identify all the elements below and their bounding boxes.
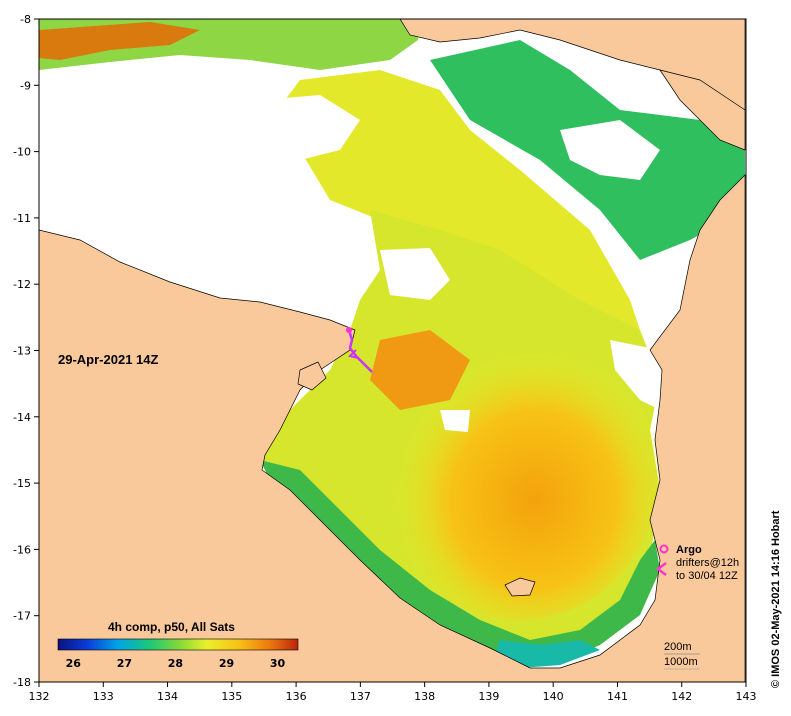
argo-float-marker (346, 327, 352, 333)
lon-tick-label: 142 (671, 690, 692, 703)
lat-tick-label: -11 (13, 212, 31, 225)
drifter-track (346, 327, 373, 373)
lon-tick-label: 136 (286, 690, 307, 703)
sst-north-warm (39, 22, 200, 60)
lon-tick-label: 139 (478, 690, 499, 703)
lat-tick-label: -14 (13, 411, 31, 424)
lat-tick-label: -15 (13, 477, 31, 490)
lon-tick-label: 140 (543, 690, 564, 703)
timestamp-label: 29-Apr-2021 14Z (58, 352, 158, 367)
lat-tick-label: -17 (13, 610, 31, 623)
drifter-arrow-icon (348, 349, 359, 359)
lon-tick-label: 138 (414, 690, 435, 703)
cloud-northwest (39, 90, 340, 270)
lon-tick-label: 141 (607, 690, 628, 703)
cloud-gap-inner (440, 410, 470, 432)
colorbar-label: 29 (219, 657, 234, 670)
colorbar-title: 4h comp, p50, All Sats (108, 620, 235, 634)
lon-tick-label: 133 (93, 690, 114, 703)
colorbar: 4h comp, p50, All Sats 26 27 28 29 30 (57, 620, 299, 670)
lat-tick-label: -18 (13, 676, 31, 689)
colorbar-label: 30 (270, 657, 286, 670)
legend-1000m: 1000m (664, 656, 698, 668)
lon-tick-label: 143 (736, 690, 757, 703)
colorbar-label: 26 (66, 657, 82, 670)
colorbar-label: 27 (117, 657, 132, 670)
sst-orange-patch (370, 330, 470, 410)
legend-argo: Argo (676, 544, 702, 556)
lat-tick-label: -13 (13, 345, 31, 358)
land-mornington-island (504, 577, 536, 597)
credit-label: © IMOS 02-May-2021 14:16 Hobart (770, 510, 782, 688)
drifter-icon (655, 562, 667, 576)
lon-tick-label: 134 (157, 690, 178, 703)
sst-coastal-cool (260, 460, 660, 665)
land-groote-island (297, 361, 327, 391)
legend-drifters-until: to 30/04 12Z (676, 570, 738, 582)
longitude-axis: 132 133 134 135 136 137 138 139 140 141 142 143 (29, 682, 757, 703)
lon-tick-label: 132 (29, 690, 50, 703)
latitude-axis: -8 -9 -10 -11 -12 -13 -14 -15 -16 -17 -18 (13, 13, 39, 689)
lat-tick-label: -8 (20, 13, 31, 26)
colorbar-label: 28 (168, 657, 183, 670)
lat-tick-label: -10 (13, 146, 31, 159)
legend: Argo drifters@12h to 30/04 12Z 200m 1000… (655, 544, 739, 670)
cloud-gap-east-coast (610, 340, 660, 410)
argo-icon (659, 544, 669, 554)
lat-tick-label: -9 (20, 79, 31, 92)
land-west (39, 174, 746, 682)
cloud-gap-center (380, 248, 450, 300)
land-cape-tip (659, 69, 746, 151)
lat-tick-label: -12 (13, 278, 31, 291)
legend-200m: 200m (664, 641, 692, 653)
colorbar-gradient (57, 638, 299, 651)
sst-coastal-teal (495, 640, 600, 668)
lon-tick-label: 137 (350, 690, 371, 703)
legend-drifters: drifters@12h (676, 557, 739, 569)
cloud-gap-north (260, 95, 360, 160)
lon-tick-label: 135 (221, 690, 242, 703)
lat-tick-label: -16 (13, 543, 31, 556)
cloud-gap-east (560, 120, 660, 180)
